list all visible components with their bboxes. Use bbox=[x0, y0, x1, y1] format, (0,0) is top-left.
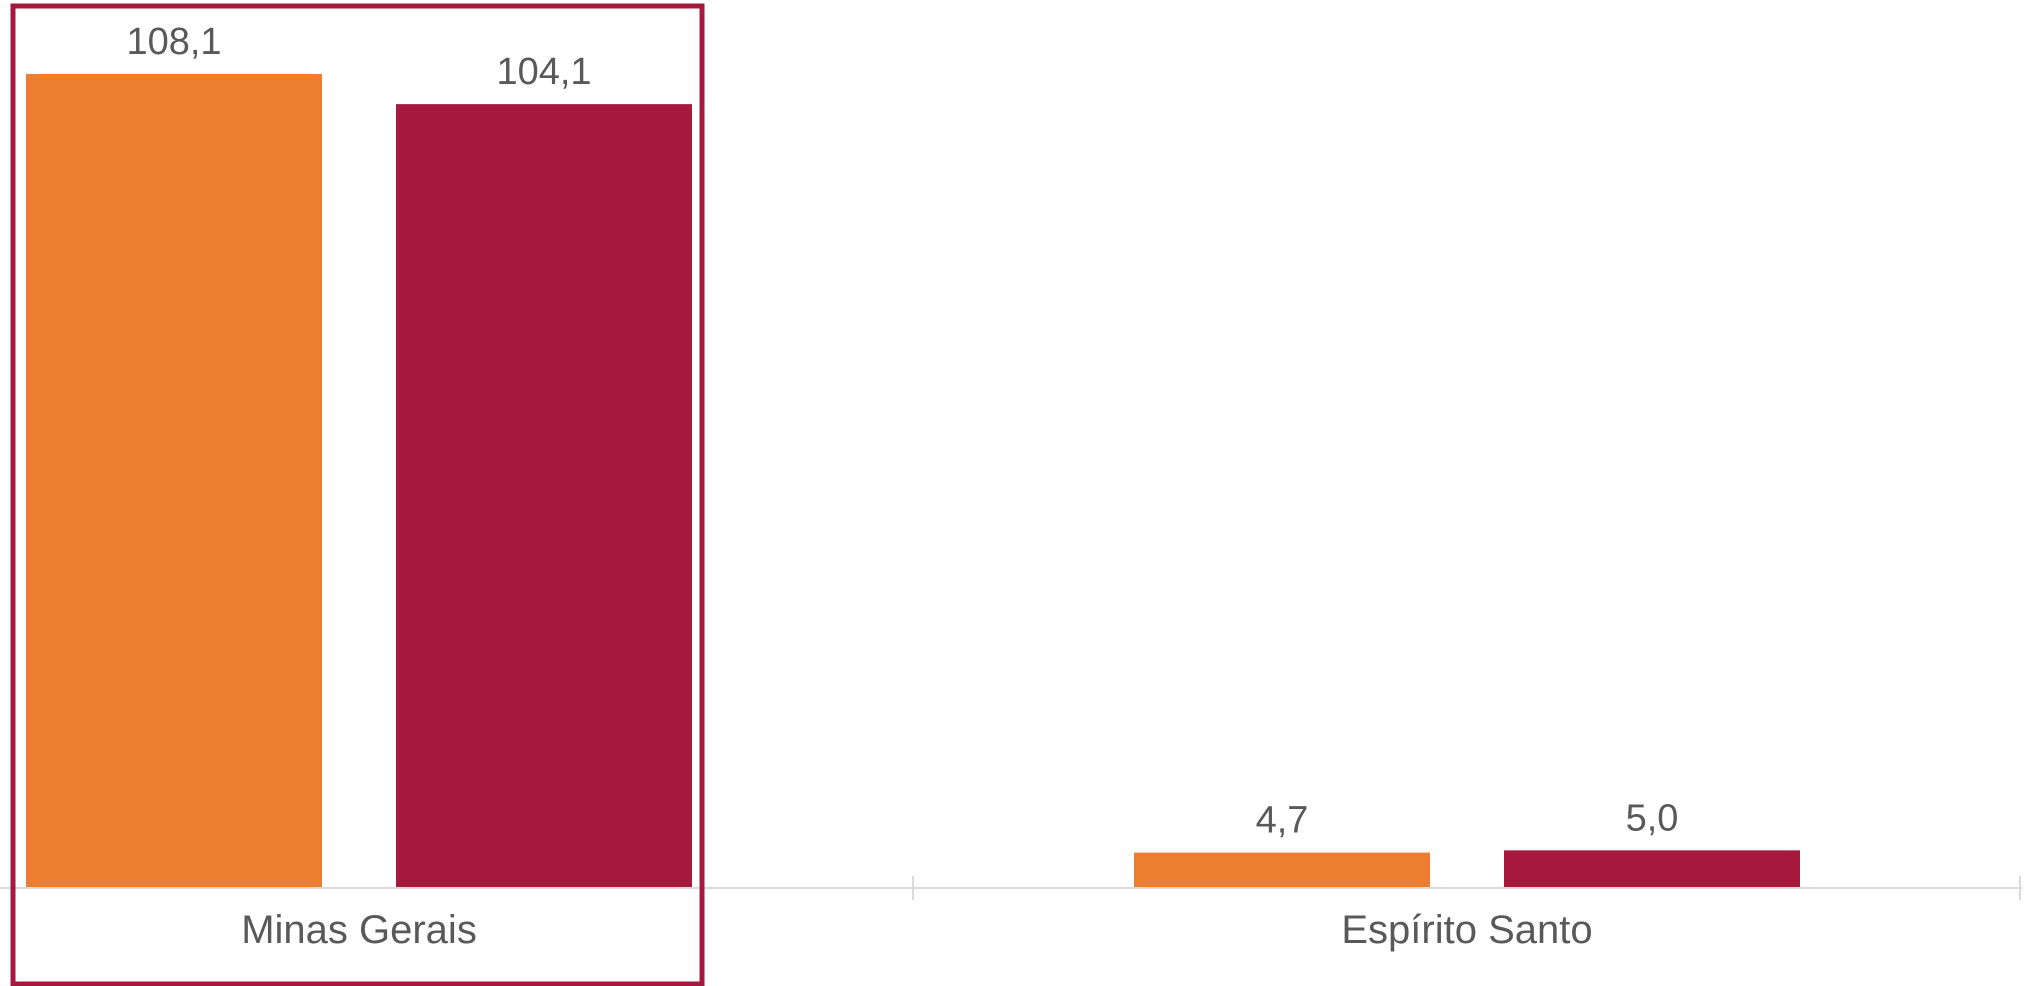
category-label: Minas Gerais bbox=[241, 908, 477, 952]
highlight-box bbox=[10, 3, 705, 986]
bar-esp-rito-santo-series-1 bbox=[1134, 852, 1430, 888]
bar-minas-gerais-series-1 bbox=[26, 74, 322, 888]
data-label: 104,1 bbox=[496, 51, 591, 93]
data-label: 5,0 bbox=[1626, 797, 1679, 839]
bars-layer bbox=[26, 74, 1800, 889]
category-label: Espírito Santo bbox=[1341, 908, 1592, 952]
bar-minas-gerais-series-2 bbox=[396, 104, 692, 889]
data-label: 4,7 bbox=[1256, 800, 1309, 842]
bar-esp-rito-santo-series-2 bbox=[1504, 850, 1800, 888]
data-label: 108,1 bbox=[126, 21, 221, 63]
labels-layer: 108,1 104,1 Minas Gerais 4,7 5,0 Espírito San… bbox=[126, 21, 1678, 952]
